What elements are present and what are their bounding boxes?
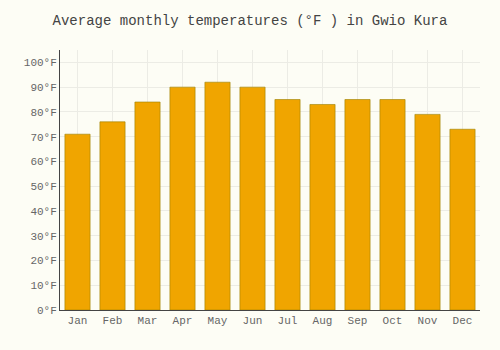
svg-text:60°F: 60°F [30, 156, 56, 168]
svg-text:40°F: 40°F [30, 206, 56, 218]
svg-text:Jan: Jan [68, 315, 88, 327]
svg-text:Feb: Feb [103, 315, 123, 327]
svg-text:20°F: 20°F [30, 255, 56, 267]
svg-text:Apr: Apr [173, 315, 193, 327]
svg-text:Mar: Mar [138, 315, 158, 327]
svg-text:90°F: 90°F [30, 82, 56, 94]
svg-text:Nov: Nov [418, 315, 438, 327]
svg-text:Jun: Jun [243, 315, 263, 327]
svg-text:80°F: 80°F [30, 107, 56, 119]
svg-text:10°F: 10°F [30, 280, 56, 292]
svg-text:Aug: Aug [313, 315, 333, 327]
svg-text:50°F: 50°F [30, 181, 56, 193]
svg-text:Sep: Sep [348, 315, 368, 327]
svg-text:Dec: Dec [453, 315, 473, 327]
svg-text:100°F: 100°F [24, 57, 57, 69]
svg-text:Average monthly temperatures (: Average monthly temperatures (°F ) in Gw… [53, 13, 448, 29]
svg-text:Oct: Oct [383, 315, 403, 327]
svg-text:Jul: Jul [278, 315, 298, 327]
svg-text:0°F: 0°F [37, 305, 57, 317]
svg-text:70°F: 70°F [30, 132, 56, 144]
svg-text:30°F: 30°F [30, 231, 56, 243]
svg-text:May: May [208, 315, 228, 327]
